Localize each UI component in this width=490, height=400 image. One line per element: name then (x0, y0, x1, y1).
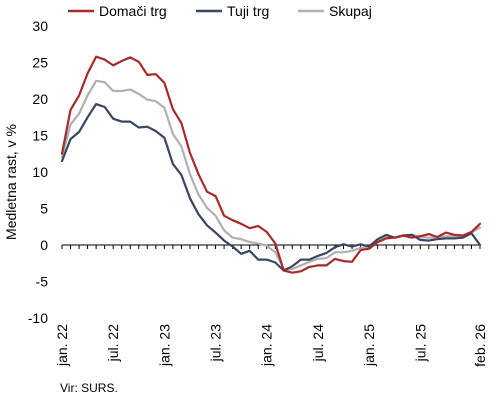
legend: Domači trg Tuji trg Skupaj (68, 3, 372, 19)
y-tick-label: -10 (28, 310, 48, 326)
y-tick-label: 0 (40, 237, 48, 253)
y-axis: -10 -5 0 5 10 15 20 25 30 (28, 18, 48, 326)
x-axis: jan. 22 jul. 22 jan. 23 jul. 23 jan. 24 jul. … (54, 244, 488, 367)
y-tick-label: -5 (36, 274, 49, 290)
y-axis-label: Medletna rast, v % (3, 124, 19, 240)
legend-label: Skupaj (329, 3, 372, 19)
x-tick-label: feb. 26 (472, 324, 488, 367)
plot-lines (60, 55, 482, 274)
y-tick-label: 30 (32, 18, 48, 34)
y-tick-label: 25 (32, 55, 48, 71)
x-tick-label: jan. 24 (259, 324, 275, 367)
series-line-2 (60, 79, 482, 271)
source-note: Vir: SURS. (60, 381, 118, 395)
y-tick-label: 10 (32, 164, 48, 180)
y-tick-label: 15 (32, 128, 48, 144)
x-tick-label: jan. 25 (361, 324, 377, 367)
x-tick-label: jan. 22 (54, 324, 70, 367)
legend-label: Tuji trg (227, 3, 269, 19)
series-line-1 (60, 103, 482, 272)
series-line-0 (60, 55, 482, 274)
x-tick-label: jul. 24 (310, 324, 326, 363)
x-tick-label: jul. 25 (412, 324, 428, 363)
x-tick-label: jul. 22 (105, 324, 121, 363)
y-tick-label: 5 (40, 201, 48, 217)
x-tick-label: jul. 23 (208, 324, 224, 363)
legend-label: Domači trg (99, 3, 167, 19)
x-tick-label: jan. 23 (156, 324, 172, 367)
y-tick-label: 20 (32, 91, 48, 107)
